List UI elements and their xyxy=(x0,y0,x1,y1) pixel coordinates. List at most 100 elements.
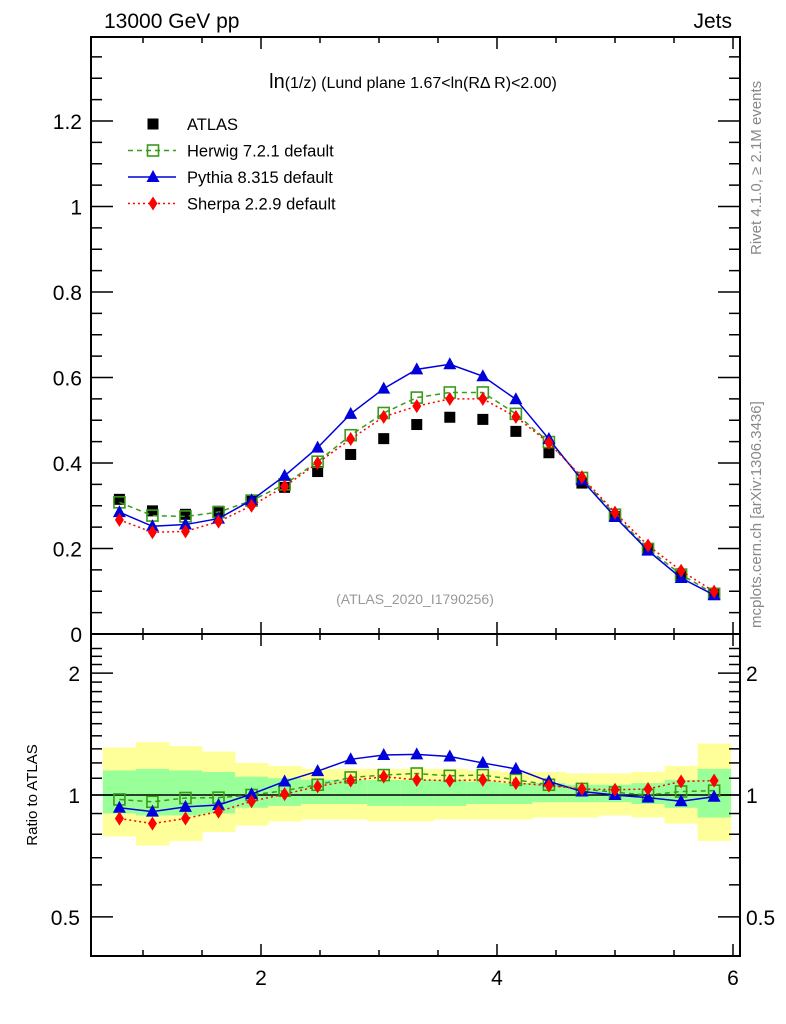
legend-sherpa-marker xyxy=(148,196,158,211)
main-atlas-point xyxy=(543,447,555,459)
main-atlas-point xyxy=(113,493,125,505)
main-pythia-point xyxy=(377,381,391,394)
ratio-sherpa-point xyxy=(709,773,719,788)
ratio-pythia-point xyxy=(145,804,159,817)
inner-band xyxy=(532,783,566,803)
inner-band xyxy=(499,783,533,805)
main-sherpa-point xyxy=(643,538,653,553)
inner-band xyxy=(466,781,500,805)
ratio-pythia-point xyxy=(476,755,490,768)
ratio-y-tick-label-right: 2 xyxy=(746,663,758,686)
ratio-sherpa-point xyxy=(577,781,587,796)
ratio-sherpa-point xyxy=(610,782,620,797)
plot-title-rest: (1/z) (Lund plane 1.67<ln(RΔ R)<2.00) xyxy=(285,75,557,92)
inner-band xyxy=(367,779,401,806)
legend-herwig-label: Herwig 7.2.1 default xyxy=(187,143,334,161)
ratio-sherpa-point xyxy=(643,781,653,796)
main-pythia-point xyxy=(344,406,358,419)
x-tick-label: 2 xyxy=(255,967,267,990)
main-sherpa-point xyxy=(180,524,190,539)
ratio-sherpa-point xyxy=(412,772,422,787)
main-sherpa-point xyxy=(412,399,422,414)
analysis-watermark: (ATLAS_2020_I1790256) xyxy=(336,591,494,607)
x-tick-label: 4 xyxy=(491,967,503,990)
y-tick-label: 0.4 xyxy=(53,453,83,476)
ratio-sherpa-point xyxy=(676,774,686,789)
legend-pythia-label: Pythia 8.315 default xyxy=(187,169,333,187)
main-sherpa-point xyxy=(313,456,323,470)
ratio-pythia-point xyxy=(443,749,457,762)
ratio-pythia-point xyxy=(278,774,292,787)
legend-pythia-marker xyxy=(146,170,160,182)
main-series xyxy=(112,357,721,601)
main-sherpa-point xyxy=(346,432,356,447)
ratio-sherpa-point xyxy=(114,811,124,826)
main-pythia-point xyxy=(476,369,490,382)
legend: ATLAS Herwig 7.2.1 default Pythia 8.315 de… xyxy=(128,116,336,214)
ratio-pythia-point xyxy=(707,789,721,802)
main-atlas-point xyxy=(510,425,522,437)
ratio-sherpa-point xyxy=(478,772,488,787)
ratio-sherpa-point xyxy=(544,778,554,793)
ratio-sherpa-point xyxy=(147,816,157,831)
main-atlas-point xyxy=(477,413,489,425)
ratio-pythia-point xyxy=(212,797,226,810)
ratio-y-tick-label-right: 1 xyxy=(746,785,758,808)
main-sherpa-point xyxy=(610,505,620,520)
ratio-sherpa-point xyxy=(445,773,455,788)
ratio-pythia-point xyxy=(112,800,126,813)
ratio-series xyxy=(112,747,721,831)
ratio-pythia-point xyxy=(245,787,259,800)
main-sherpa-point xyxy=(577,470,587,485)
main-atlas-point xyxy=(411,419,423,431)
y-tick-label: 0 xyxy=(70,624,82,647)
main-sherpa-point xyxy=(445,391,455,406)
y-tick-label: 0.6 xyxy=(53,368,82,391)
main-pythia-point xyxy=(278,468,292,481)
main-sherpa-point xyxy=(544,435,554,450)
ratio-pythia-point xyxy=(674,794,688,807)
main-atlas-point xyxy=(345,448,357,460)
ratio-sherpa-point xyxy=(346,773,356,788)
main-sherpa-point xyxy=(478,391,488,406)
plot-title-prefix: ln xyxy=(269,71,285,93)
main-sherpa-point xyxy=(511,409,521,424)
ratio-ylabel: Ratio to ATLAS xyxy=(24,744,41,845)
main-sherpa-point xyxy=(379,409,389,424)
y-tick-label: 1 xyxy=(70,197,82,220)
ratio-pythia-point xyxy=(178,799,192,812)
ratio-sherpa-point xyxy=(280,787,290,802)
axes: 2 4 6 0 0.2 0.4 0.6 0.8 1 1.2 0.5 0.5 1 1 2 2 xyxy=(51,36,775,990)
main-atlas-point xyxy=(312,466,324,478)
main-sherpa-point xyxy=(247,498,257,513)
main-sherpa-point xyxy=(114,512,124,527)
ratio-pythia-point xyxy=(410,747,424,760)
main-pythia-point xyxy=(178,517,192,530)
main-atlas-point xyxy=(179,508,191,520)
main-atlas-point xyxy=(444,411,456,423)
main-pythia-point xyxy=(410,362,424,375)
legend-herwig-marker xyxy=(146,144,160,157)
plot-title: ln(1/z) (Lund plane 1.67<ln(RΔ R)<2.00) xyxy=(269,71,557,93)
main-sherpa-point xyxy=(676,563,686,578)
ratio-y-tick-label: 2 xyxy=(68,663,80,686)
main-sherpa-point xyxy=(147,525,157,540)
mcplots-label: mcplots.cern.ch [arXiv:1306.3436] xyxy=(748,401,765,628)
legend-atlas-label: ATLAS xyxy=(187,116,238,134)
ratio-pythia-point xyxy=(641,790,655,803)
main-pythia-point xyxy=(112,505,126,518)
ratio-pythia-point xyxy=(344,752,358,765)
y-tick-label: 0.8 xyxy=(53,282,82,305)
ratio-sherpa-point xyxy=(214,804,224,819)
collision-label: 13000 GeV pp xyxy=(104,10,239,33)
main-pythia-point xyxy=(443,357,457,370)
ratio-sherpa-point xyxy=(247,794,257,809)
ratio-sherpa-point xyxy=(511,776,521,791)
y-tick-label: 1.2 xyxy=(53,111,82,134)
main-atlas-point xyxy=(213,505,225,517)
ratio-sherpa-point xyxy=(313,779,323,794)
main-pythia-line xyxy=(119,363,715,596)
ratio-pythia-point xyxy=(377,748,391,761)
legend-sherpa-label: Sherpa 2.2.9 default xyxy=(187,196,336,214)
